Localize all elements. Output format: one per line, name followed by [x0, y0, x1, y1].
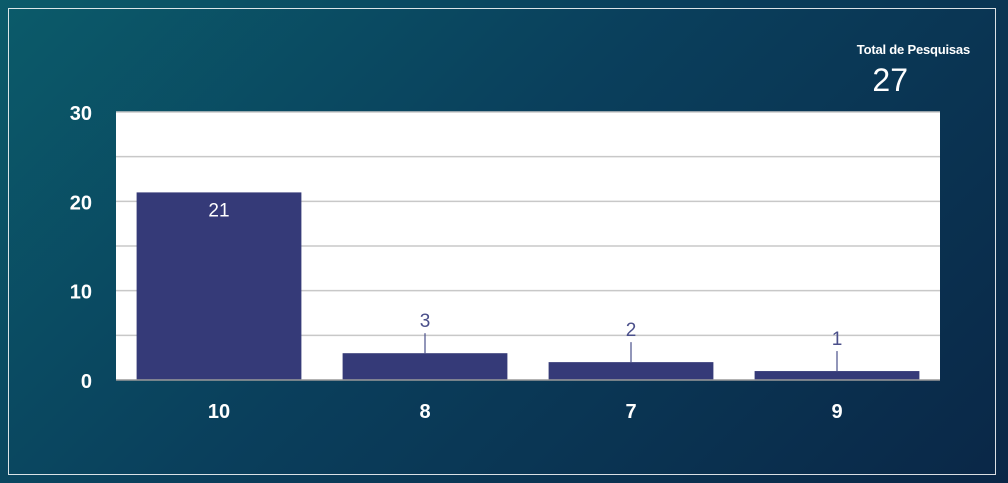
x-tick-label: 7: [625, 401, 636, 423]
bar: [136, 192, 302, 380]
x-axis-ticks: 10 8 7 9: [208, 401, 843, 423]
x-tick-label: 10: [208, 401, 230, 423]
bars: 213 2 1: [136, 192, 920, 380]
y-tick-label: 30: [70, 103, 92, 125]
bar: [754, 371, 920, 380]
data-label: 2: [626, 320, 637, 341]
bar: [342, 353, 508, 380]
data-label: 1: [832, 329, 843, 350]
y-tick-label: 10: [70, 282, 92, 304]
card-frame: [8, 8, 996, 475]
total-pesquisas-label: Total de Pesquisas: [856, 42, 970, 57]
data-label: 21: [208, 200, 229, 221]
total-pesquisas-value: 27: [872, 62, 908, 98]
data-label: 3: [420, 311, 431, 332]
y-tick-label: 0: [81, 371, 92, 393]
x-tick-label: 8: [419, 401, 430, 423]
bar: [548, 362, 714, 380]
y-tick-label: 20: [70, 192, 92, 214]
y-axis-ticks: 0 10 20 30: [70, 103, 92, 393]
x-tick-label: 9: [831, 401, 842, 423]
